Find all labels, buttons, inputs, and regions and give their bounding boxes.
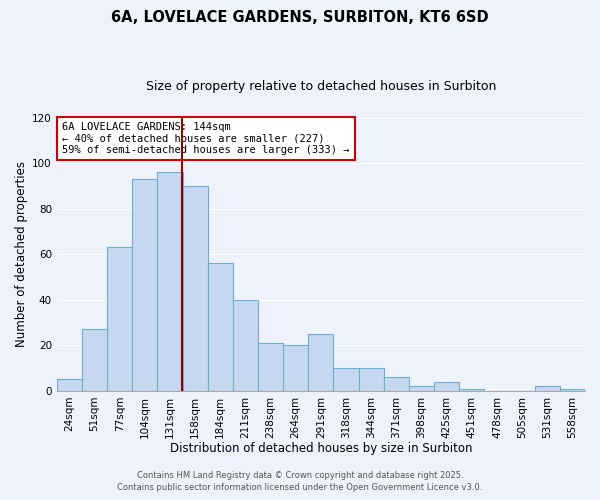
Text: Contains HM Land Registry data © Crown copyright and database right 2025.
Contai: Contains HM Land Registry data © Crown c…	[118, 471, 482, 492]
Bar	[459, 388, 484, 391]
Bar	[182, 186, 208, 391]
Bar	[384, 377, 409, 391]
Y-axis label: Number of detached properties: Number of detached properties	[15, 162, 28, 348]
Bar	[208, 264, 233, 391]
Bar	[283, 346, 308, 391]
Bar	[359, 368, 384, 391]
Text: 6A, LOVELACE GARDENS, SURBITON, KT6 6SD: 6A, LOVELACE GARDENS, SURBITON, KT6 6SD	[111, 10, 489, 25]
Bar	[233, 300, 258, 391]
Bar	[82, 330, 107, 391]
Bar	[334, 368, 359, 391]
Bar	[157, 172, 182, 391]
Text: 6A LOVELACE GARDENS: 144sqm
← 40% of detached houses are smaller (227)
59% of se: 6A LOVELACE GARDENS: 144sqm ← 40% of det…	[62, 122, 350, 155]
Title: Size of property relative to detached houses in Surbiton: Size of property relative to detached ho…	[146, 80, 496, 93]
Bar	[409, 386, 434, 391]
Bar	[560, 388, 585, 391]
Bar	[308, 334, 334, 391]
X-axis label: Distribution of detached houses by size in Surbiton: Distribution of detached houses by size …	[170, 442, 472, 455]
Bar	[132, 179, 157, 391]
Bar	[107, 248, 132, 391]
Bar	[57, 380, 82, 391]
Bar	[434, 382, 459, 391]
Bar	[258, 343, 283, 391]
Bar	[535, 386, 560, 391]
